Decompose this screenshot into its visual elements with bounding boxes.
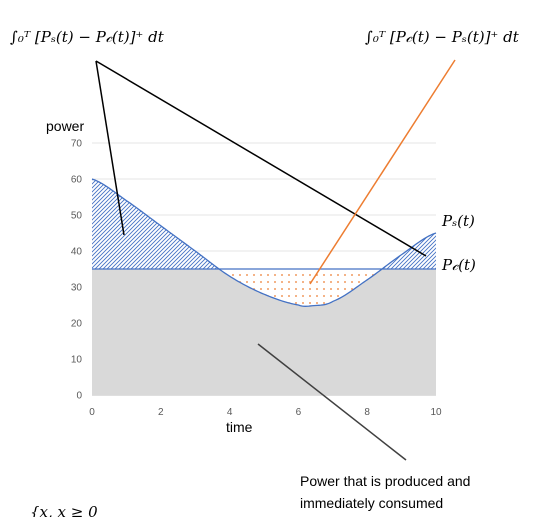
y-tick-label: 20 [71,319,83,330]
surplus-integral-formula: ∫₀ᵀ [Pₛ(t) − P𝒸(t)]⁺ dt [10,28,165,46]
pc-series-label: P𝒸(t) [441,256,476,274]
bottom-formula-fragment: {x, x ≥ 0 [30,503,98,517]
deficit-region [219,269,381,307]
y-tick-label: 70 [71,139,83,150]
y-tick-labels: 0 10 20 30 40 50 60 70 [71,139,83,402]
consumed-note-line2: immediately consumed [300,495,443,511]
deficit-integral-formula: ∫₀ᵀ [P𝒸(t) − Pₛ(t)]⁺ dt [365,28,520,46]
series-line-ps [91,178,437,307]
y-tick-label: 60 [71,175,83,186]
consumed-note-line1: Power that is produced and [300,473,470,489]
x-tick-labels: 0 2 4 6 8 10 [89,407,442,418]
surplus-region-left [92,179,218,269]
y-axis-label: power [46,118,84,134]
x-tick-label: 6 [296,407,302,418]
surplus-region-right [382,233,436,269]
x-tick-label: 2 [158,407,164,418]
pointer-line-black-left [95,60,125,236]
x-axis-label: time [226,419,253,435]
x-tick-label: 0 [89,407,95,418]
y-tick-label: 10 [71,355,83,366]
pointer-line-gray [257,343,407,461]
pointer-line-orange [309,59,456,285]
x-tick-label: 4 [227,407,233,418]
consumed-area [92,269,436,395]
x-tick-label: 10 [430,407,442,418]
y-tick-label: 30 [71,283,83,294]
y-tick-label: 40 [71,247,83,258]
y-tick-label: 50 [71,211,83,222]
x-tick-label: 8 [364,407,370,418]
pointer-line-black-right [95,60,427,257]
y-tick-label: 0 [76,391,82,402]
ps-series-label: Pₛ(t) [441,212,475,230]
